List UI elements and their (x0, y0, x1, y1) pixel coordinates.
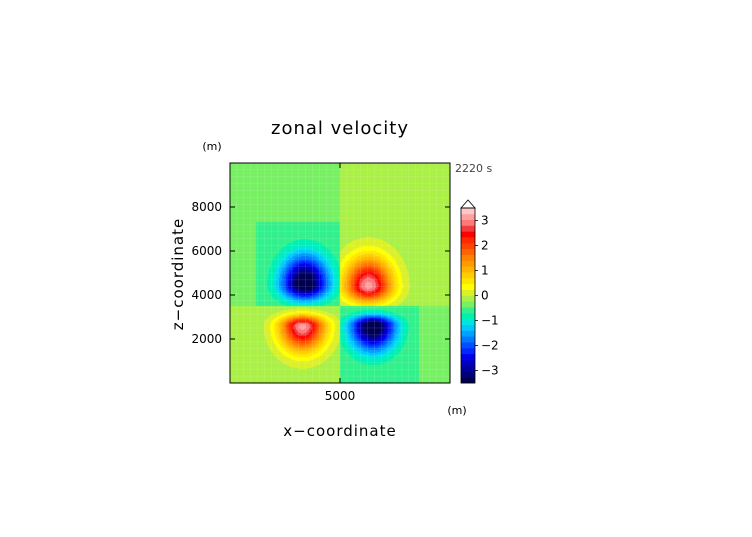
colorbar-swatch (461, 260, 475, 267)
colorbar-swatch (461, 266, 475, 273)
colorbar-tick-label: 0 (481, 289, 489, 303)
colorbar-tick-label: 2 (481, 239, 489, 253)
colorbar-swatch (461, 248, 475, 255)
z-tick-label: 6000 (191, 244, 222, 258)
x-axis-label: x−coordinate (283, 422, 396, 440)
colorbar-tick-label: −2 (481, 339, 499, 353)
colorbar-swatch (461, 254, 475, 261)
colorbar-swatch (461, 295, 475, 302)
chart-title: zonal velocity (271, 118, 409, 139)
time-label: 2220 s (455, 162, 492, 175)
colorbar-swatch (461, 342, 475, 349)
colorbar-swatch (461, 353, 475, 360)
colorbar-tick-label: −1 (481, 314, 499, 328)
colorbar-swatch (461, 289, 475, 296)
colorbar-extend-arrow (460, 199, 476, 209)
colorbar-swatch (461, 213, 475, 220)
colorbar-swatch (461, 278, 475, 285)
colorbar: 3 2 1 0 −1 −2 −3 (460, 199, 499, 384)
colorbar-swatch (461, 348, 475, 355)
field-cells (230, 163, 450, 383)
colorbar-swatch (461, 359, 475, 366)
colorbar-swatch (461, 208, 475, 215)
velocity-field (230, 163, 450, 383)
colorbar-swatch (461, 219, 475, 226)
colorbar-swatch (461, 237, 475, 244)
y-axis-label: z−coordinate (169, 218, 187, 330)
colorbar-swatch (461, 330, 475, 337)
colorbar-tick-label: −3 (481, 364, 499, 378)
x-unit-label: (m) (447, 404, 466, 417)
colorbar-swatch (461, 371, 475, 378)
colorbar-swatch (461, 377, 475, 384)
plot-area (229, 162, 451, 384)
colorbar-swatch (461, 283, 475, 290)
x-tick-label: 5000 (325, 389, 356, 403)
z-tick-label: 8000 (191, 200, 222, 214)
colorbar-tick-label: 1 (481, 264, 489, 278)
z-tick-label: 2000 (191, 332, 222, 346)
colorbar-swatch (461, 243, 475, 250)
colorbar-swatch (461, 324, 475, 331)
colorbar-swatch (461, 231, 475, 238)
x-ticks: 5000 (325, 163, 356, 403)
colorbar-swatch (461, 301, 475, 308)
colorbar-swatch (461, 318, 475, 325)
z-unit-label: (m) (202, 140, 221, 153)
colorbar-tick-label: 3 (481, 214, 489, 228)
colorbar-swatch (461, 225, 475, 232)
colorbar-swatch (461, 272, 475, 279)
colorbar-swatch (461, 307, 475, 314)
colorbar-swatch (461, 313, 475, 320)
colorbar-swatch (461, 365, 475, 372)
z-ticks: 2000 4000 6000 8000 (191, 200, 450, 346)
colorbar-swatch (461, 336, 475, 343)
z-tick-label: 4000 (191, 288, 222, 302)
